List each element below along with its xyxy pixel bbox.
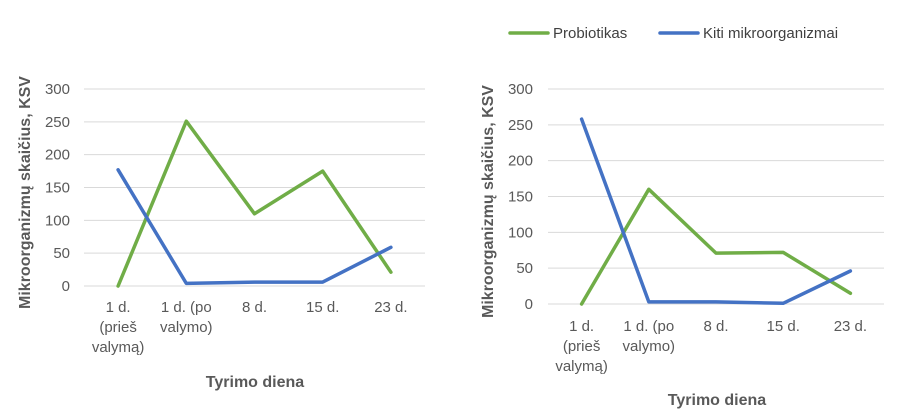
x-tick-label-line: 1 d. (po (623, 318, 674, 335)
x-tick-label: 15 d. (767, 318, 800, 335)
y-tick-label: 200 (45, 147, 70, 164)
series-line-kiti-mikroorganizmai (579, 117, 853, 306)
x-tick-label-line: 1 d. (569, 318, 594, 335)
x-tick-label-line: 1 d. (po (161, 299, 212, 316)
chart-right: 0 50 100 150 200 250 300 1 d. (prieš valymą) 1 d. … (480, 81, 884, 409)
y-tick-label: 300 (45, 81, 70, 98)
legend-label-kiti-mikroorganizmai: Kiti mikroorganizmai (703, 25, 838, 42)
x-tick-label-line: valymo) (160, 319, 213, 336)
x-tick-label: 15 d. (306, 299, 339, 316)
x-tick-label: 23 d. (374, 299, 407, 316)
series-line-probiotikas (116, 119, 393, 288)
x-tick-label: 1 d. (prieš valymą) (555, 318, 608, 375)
x-axis-title: Tyrimo diena (668, 392, 766, 409)
x-tick-label: 1 d. (po valymo) (160, 299, 213, 336)
x-tick-label-line: 15 d. (306, 299, 339, 316)
y-tick-label: 100 (45, 212, 70, 229)
x-tick-label: 8 d. (242, 299, 267, 316)
x-tick-label: 8 d. (703, 318, 728, 335)
y-tick-label: 50 (53, 245, 70, 262)
series-line-probiotikas (579, 187, 853, 306)
y-tick-label: 0 (62, 278, 70, 295)
y-tick-label: 300 (508, 81, 533, 98)
x-tick-label-line: 15 d. (767, 318, 800, 335)
legend-label-probiotikas: Probiotikas (553, 25, 627, 42)
y-tick-label: 150 (508, 189, 533, 206)
y-axis-title: Mikroorganizmų skaičius, KSV (480, 85, 497, 318)
x-tick-label-line: valymo) (623, 338, 676, 355)
x-tick-label-line: (prieš (563, 338, 601, 355)
y-tick-label: 50 (516, 260, 533, 277)
y-tick-label: 200 (508, 153, 533, 170)
x-tick-label-line: valymą) (92, 339, 145, 356)
x-tick-label-line: 1 d. (106, 299, 131, 316)
y-tick-label: 100 (508, 224, 533, 241)
y-tick-label: 250 (508, 117, 533, 134)
x-tick-label: 1 d. (prieš valymą) (92, 299, 145, 356)
x-tick-label-line: 8 d. (242, 299, 267, 316)
chart-left: 0 50 100 150 200 250 300 1 d. (prieš valymą) 1 d. … (17, 76, 425, 391)
x-tick-label-line: 23 d. (834, 318, 867, 335)
legend: Probiotikas Kiti mikroorganizmai (508, 25, 838, 42)
y-tick-label: 150 (45, 180, 70, 197)
x-tick-label: 23 d. (834, 318, 867, 335)
x-tick-label-line: 23 d. (374, 299, 407, 316)
x-axis-title: Tyrimo diena (206, 374, 304, 391)
series-line-kiti-mikroorganizmai (116, 168, 393, 286)
y-axis-title: Mikroorganizmų skaičius, KSV (17, 76, 34, 309)
x-tick-label-line: valymą) (555, 358, 608, 375)
x-tick-label-line: 8 d. (703, 318, 728, 335)
y-tick-label: 250 (45, 114, 70, 131)
x-tick-label-line: (prieš (99, 319, 137, 336)
y-tick-label: 0 (525, 296, 533, 313)
x-tick-label: 1 d. (po valymo) (623, 318, 676, 355)
